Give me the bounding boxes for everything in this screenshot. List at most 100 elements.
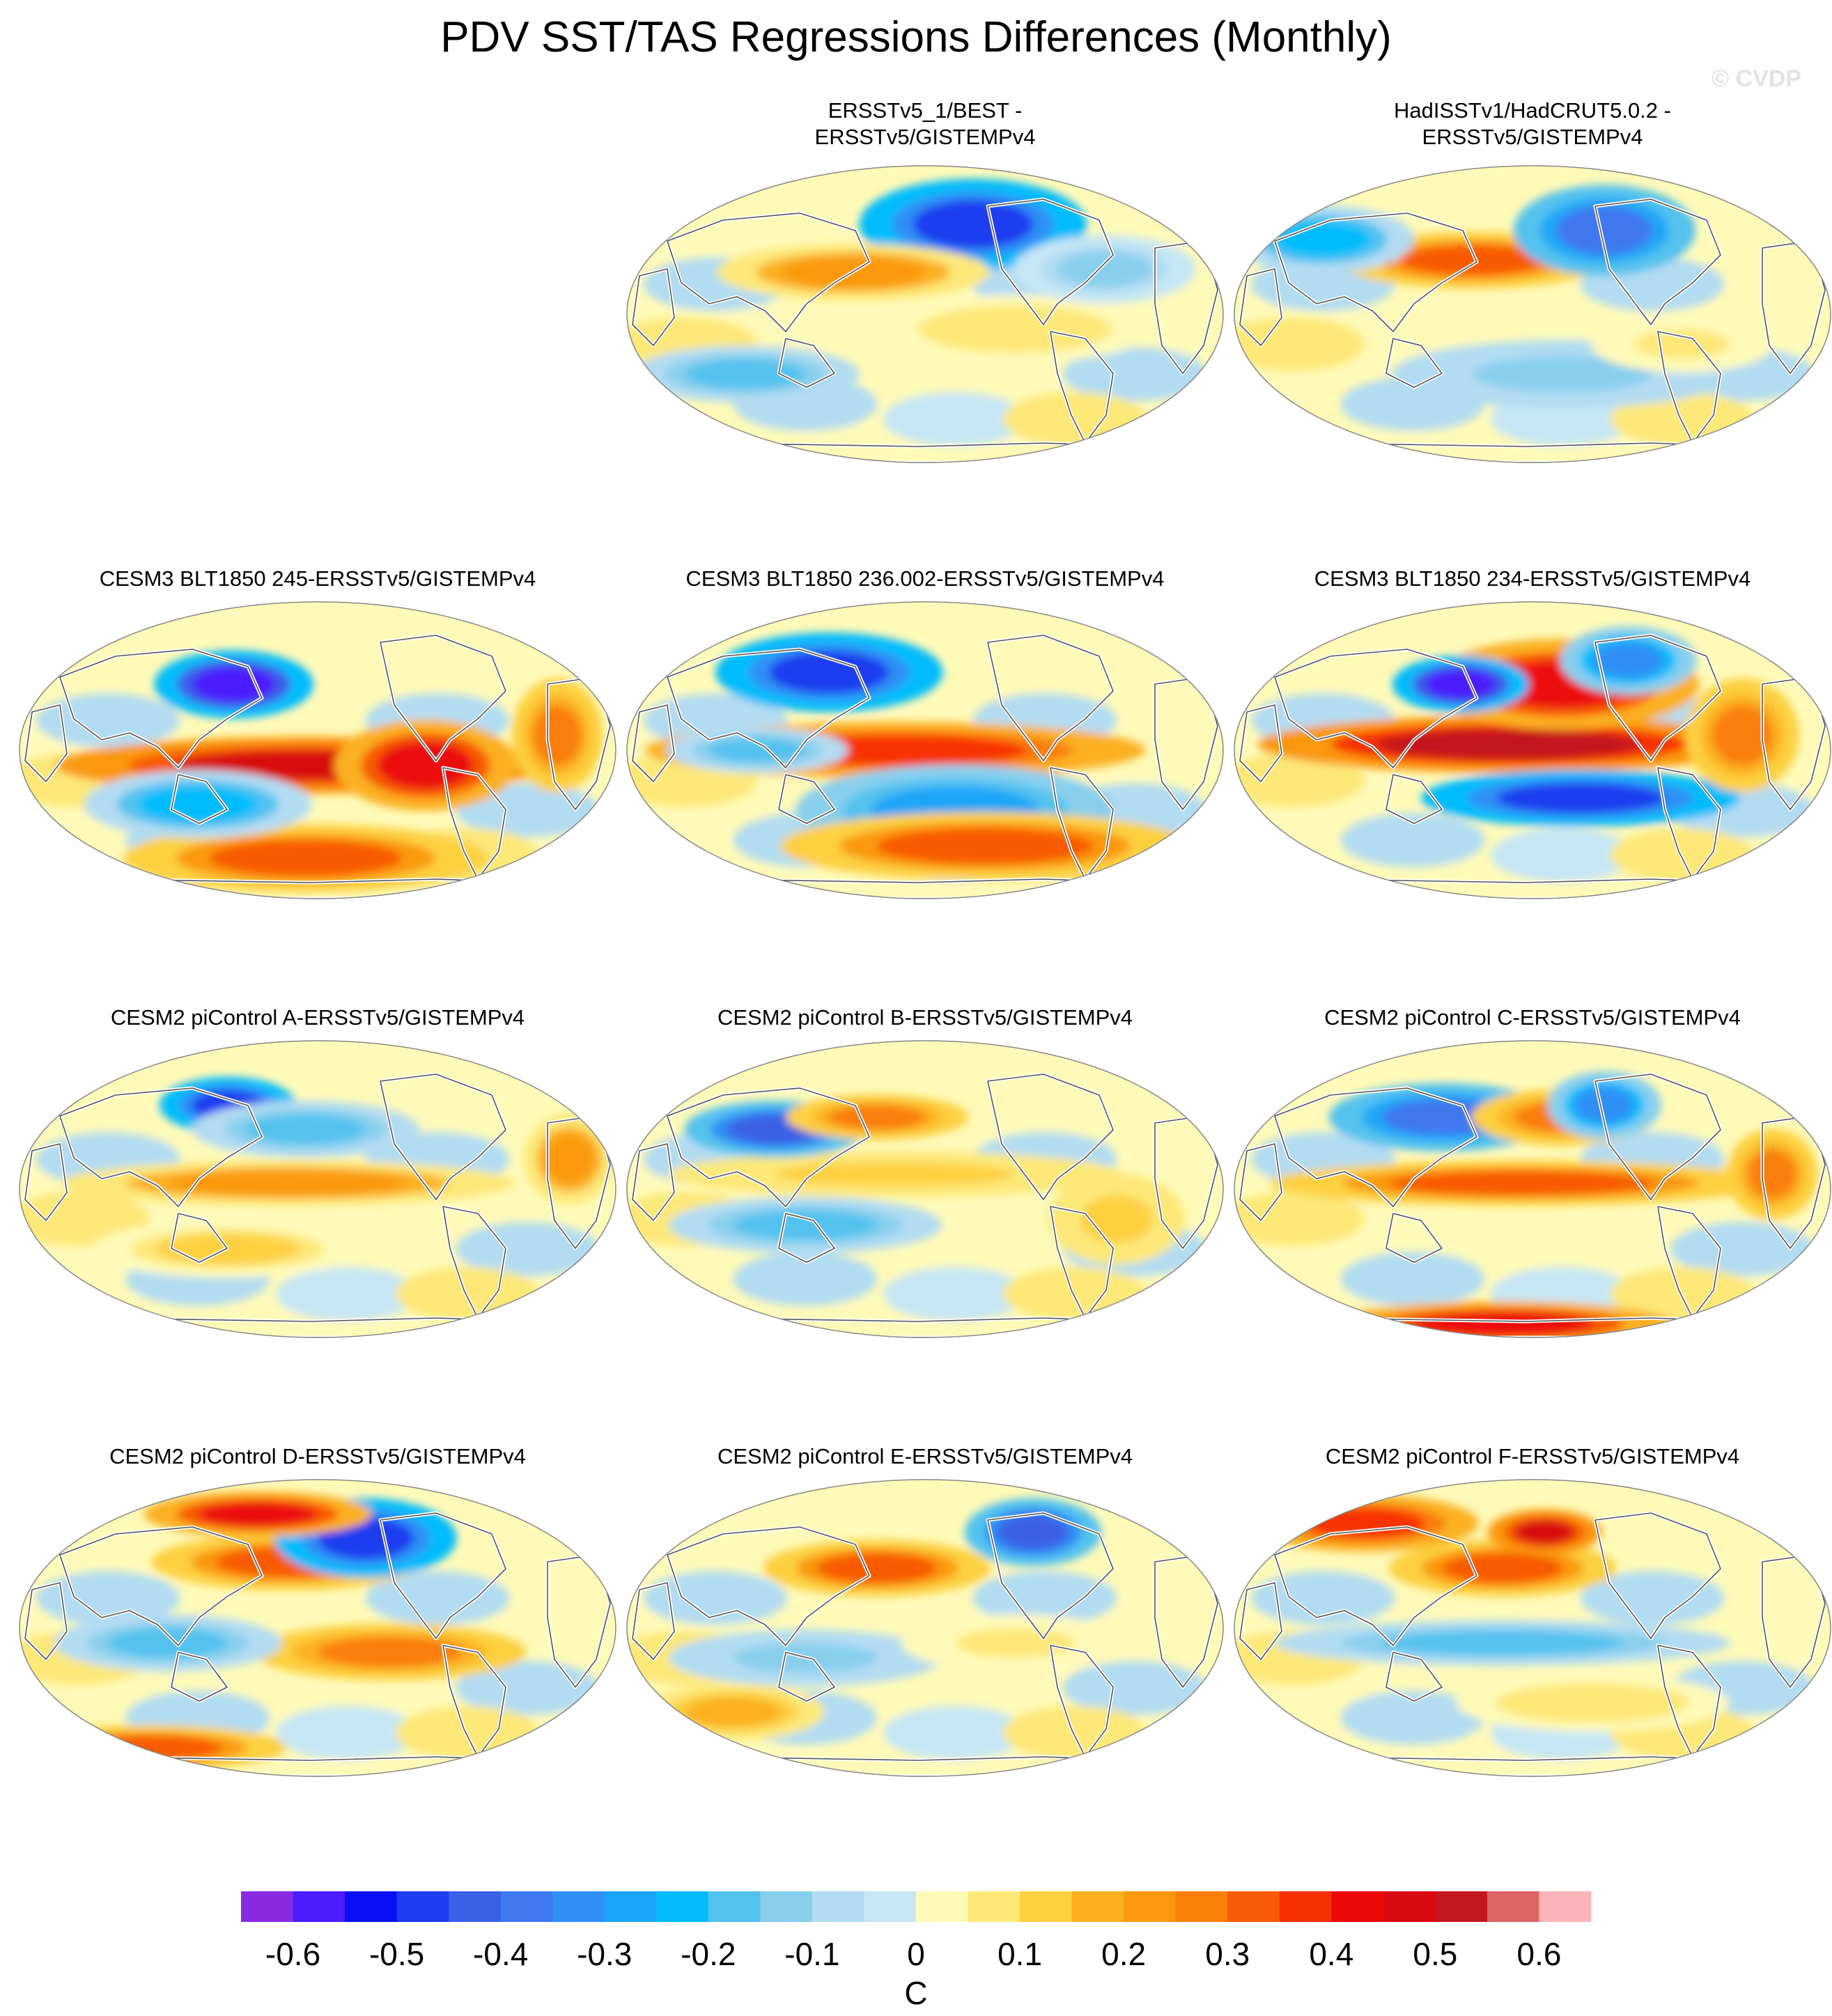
colorbar-box [396, 1891, 449, 1922]
coastline [1657, 1645, 1721, 1758]
colorbar-tick-label: -0.3 [577, 1936, 632, 1972]
map-panel-6: CESM2 piControl A-ERSSTv5/GISTEMPv4 [11, 1005, 624, 1349]
colorbar-box [916, 1891, 969, 1922]
map-cesm2-picontrol-e-ersstv5-gistempv4 [626, 1479, 1224, 1777]
field-patch [365, 1571, 510, 1625]
coastline [1239, 1143, 1282, 1221]
map-cesm2-picontrol-a-ersstv5-gistempv4 [19, 1040, 616, 1338]
anomaly-blob [545, 1135, 593, 1184]
coastline [1274, 649, 1477, 768]
coastline [778, 1213, 835, 1263]
coastline [171, 774, 228, 824]
coastline [632, 704, 675, 782]
colorbar-box [1124, 1891, 1177, 1922]
panel-title: CESM2 piControl B-ERSSTv5/GISTEMPv4 [717, 1005, 1133, 1030]
anomaly-blob [1592, 642, 1665, 679]
panel-title: CESM2 piControl E-ERSSTv5/GISTEMPv4 [717, 1444, 1133, 1468]
panel-title: HadISSTv1/HadCRUT5.0.2 - ERSSTv5/GISTEMP… [1394, 98, 1671, 149]
anomaly-blob [1473, 356, 1652, 392]
anomaly-blob [955, 1628, 1075, 1658]
colorbar-box [604, 1891, 657, 1922]
anomaly-blob [1520, 1688, 1665, 1718]
anomaly-blob [1634, 329, 1730, 359]
anomaly-blob [829, 1105, 925, 1129]
field-patch [1250, 1571, 1395, 1625]
coastline [1594, 1512, 1721, 1639]
map-border [626, 601, 1224, 899]
coastline [380, 635, 506, 761]
field-patch [1580, 1571, 1725, 1625]
coastline [380, 1073, 506, 1200]
colorbar-box [1020, 1891, 1073, 1922]
anomaly-blob [685, 1696, 782, 1727]
anomaly-blob [1748, 1150, 1796, 1198]
colorbar-box [345, 1891, 398, 1922]
map-cesm2-picontrol-d-ersstv5-gistempv4 [19, 1479, 616, 1777]
coastline [1385, 338, 1443, 388]
field-patch [455, 783, 600, 837]
map-panel-8: CESM2 piControl C-ERSSTv5/GISTEMPv4 [1226, 1005, 1832, 1349]
colorbar-tick-label: -0.2 [681, 1936, 736, 1972]
field-patch [36, 1571, 180, 1625]
colorbar-box [968, 1891, 1020, 1922]
anomaly-blob [138, 786, 258, 823]
colorbar-box [500, 1891, 553, 1922]
anomaly-blob [192, 666, 276, 703]
panel-title: ERSSTv5_1/BEST - ERSSTv5/GISTEMPv4 [814, 98, 1036, 149]
coastline [1274, 212, 1477, 332]
anomaly-blob [1400, 245, 1545, 276]
coastline [987, 635, 1114, 761]
coastline [24, 1143, 68, 1221]
map-cesm3-blt1850-236-002-ersstv5-gistempv4 [626, 601, 1224, 899]
map-ersstv5-1-best-ersstv5-gistempv4 [626, 165, 1224, 463]
map-cesm2-picontrol-f-ersstv5-gistempv4 [1234, 1479, 1831, 1777]
coastline [1657, 767, 1721, 880]
map-border [19, 1479, 616, 1777]
anomaly-blob [198, 1502, 318, 1526]
anomaly-blob [210, 840, 402, 876]
coastline [1594, 1073, 1721, 1200]
anomaly-blob [1057, 251, 1153, 288]
field-patch [883, 1705, 1027, 1760]
coastline [987, 1512, 1114, 1639]
colorbar-box [656, 1891, 709, 1922]
field-patch [1062, 1661, 1207, 1715]
panel-title: CESM2 piControl C-ERSSTv5/GISTEMPv4 [1324, 1005, 1741, 1030]
coastline [59, 1526, 263, 1646]
colorbar-tick-label: -0.5 [369, 1936, 424, 1972]
anomaly-blob [942, 311, 1087, 348]
field-patch [455, 1661, 600, 1715]
colorbar-box [864, 1891, 917, 1922]
map-border [626, 165, 1224, 463]
coastline [24, 704, 68, 782]
map-cesm2-picontrol-b-ersstv5-gistempv4 [626, 1040, 1224, 1338]
coastline [171, 1652, 228, 1702]
colorbar-tick-label: 0.6 [1516, 1936, 1561, 1972]
colorbar-box [1435, 1891, 1488, 1922]
colorbar-box [760, 1891, 813, 1922]
coastline [1657, 331, 1721, 444]
anomaly-blob [997, 1514, 1069, 1551]
coastline [380, 1512, 506, 1639]
anomaly-blob [685, 359, 805, 389]
coastline [778, 774, 835, 824]
anomaly-blob [877, 828, 1093, 864]
coastline [1239, 704, 1282, 782]
anomaly-blob [78, 1735, 222, 1760]
coastline [1385, 1652, 1443, 1702]
field-patch [1234, 317, 1365, 371]
colorbar-box [1331, 1891, 1384, 1922]
chart-title: PDV SST/TAS Regressions Differences (Mon… [440, 13, 1392, 61]
field-patch [1670, 1222, 1815, 1276]
panel-title: CESM2 piControl D-ERSSTv5/GISTEMPv4 [109, 1444, 526, 1468]
anomaly-blob [1712, 705, 1772, 766]
field-patch [455, 1222, 600, 1276]
map-panel-2: HadISSTv1/HadCRUT5.0.2 - ERSSTv5/GISTEMP… [1226, 98, 1832, 474]
panel-title: CESM3 BLT1850 234-ERSSTv5/GISTEMPv4 [1314, 566, 1751, 591]
coastline [778, 1652, 835, 1702]
colorbar-box [1486, 1891, 1539, 1922]
map-panel-1: ERSSTv5_1/BEST - ERSSTv5/GISTEMPv4 [619, 98, 1232, 474]
coastline [987, 1073, 1114, 1200]
colorbar-box [708, 1891, 761, 1922]
field-patch [1062, 347, 1207, 401]
